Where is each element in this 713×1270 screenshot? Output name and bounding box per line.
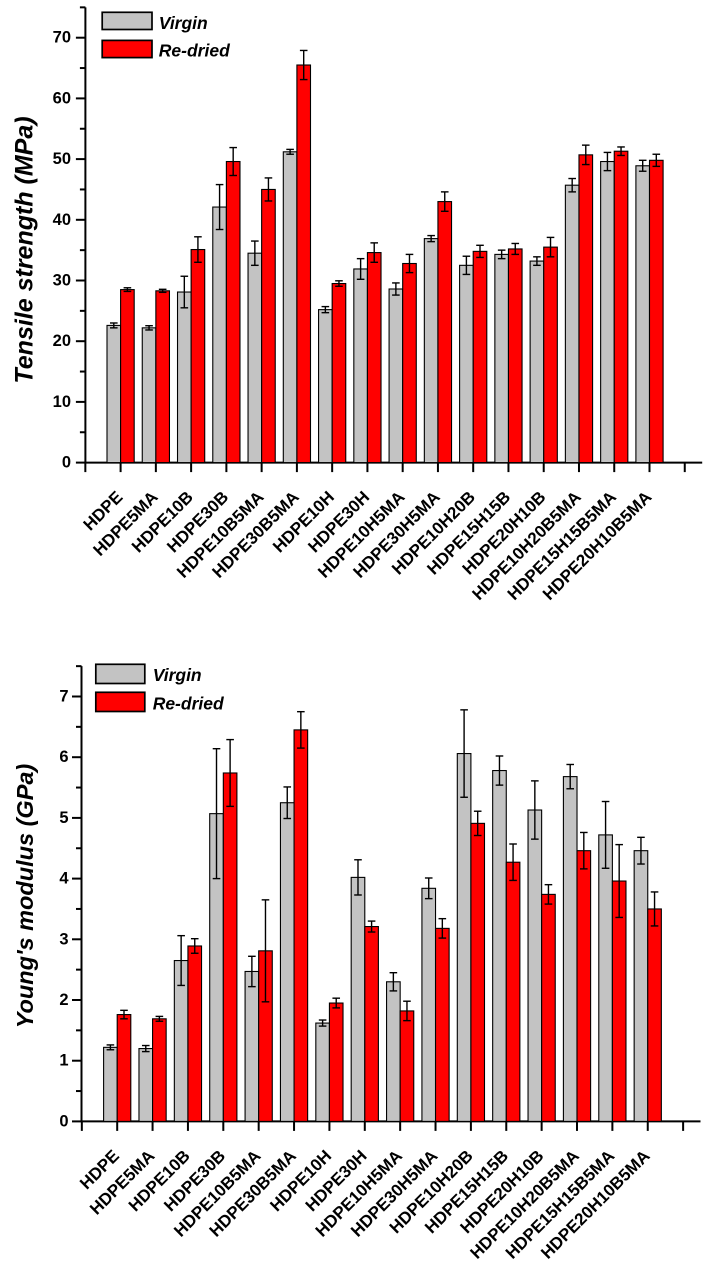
svg-text:Virgin: Virgin (159, 13, 208, 33)
svg-text:Re-dried: Re-dried (153, 693, 224, 713)
svg-text:70: 70 (53, 29, 71, 47)
svg-text:0: 0 (59, 1112, 68, 1130)
svg-text:3: 3 (59, 930, 68, 948)
svg-text:60: 60 (53, 89, 71, 107)
svg-text:6: 6 (59, 748, 68, 766)
svg-text:2: 2 (59, 991, 68, 1009)
svg-text:50: 50 (53, 150, 71, 168)
svg-text:4: 4 (59, 870, 69, 888)
svg-text:Tensile strength (MPa): Tensile strength (MPa) (11, 116, 39, 383)
svg-text:1: 1 (59, 1052, 68, 1070)
svg-text:Young's modulus (GPa): Young's modulus (GPa) (12, 764, 38, 1029)
svg-text:Virgin: Virgin (153, 665, 202, 685)
svg-text:20: 20 (53, 332, 71, 350)
svg-text:7: 7 (59, 688, 68, 706)
svg-text:10: 10 (53, 393, 71, 411)
svg-text:30: 30 (53, 272, 71, 290)
svg-text:0: 0 (62, 454, 71, 472)
svg-text:Re-dried: Re-dried (159, 41, 230, 61)
svg-text:40: 40 (53, 211, 71, 229)
svg-text:5: 5 (59, 809, 68, 827)
